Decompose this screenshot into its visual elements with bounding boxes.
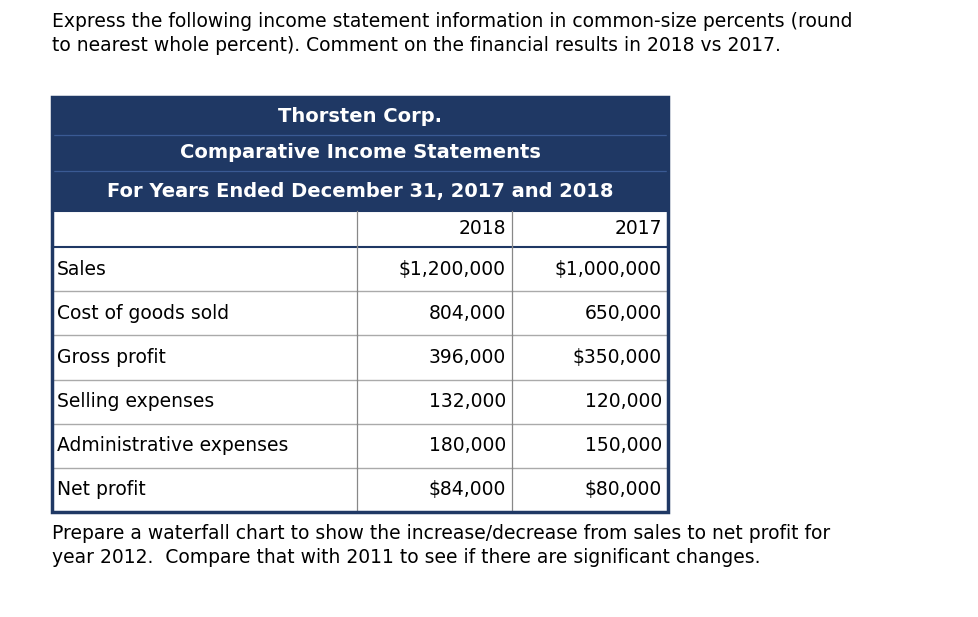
Bar [52,135,667,171]
Text: Cost of goods sold: Cost of goods sold [57,304,229,323]
Text: Express the following income statement information in common-size percents (roun: Express the following income statement i… [52,12,852,31]
Text: Administrative expenses: Administrative expenses [57,436,289,455]
Text: Net profit: Net profit [57,481,146,499]
Text: Sales: Sales [57,260,107,279]
Bar [52,171,667,211]
Text: $84,000: $84,000 [428,481,506,499]
Text: 2018: 2018 [458,220,506,239]
Text: Thorsten Corp.: Thorsten Corp. [278,107,441,125]
Text: Comparative Income Statements: Comparative Income Statements [179,144,540,162]
Text: 120,000: 120,000 [584,392,661,411]
Text: $80,000: $80,000 [584,481,661,499]
Text: 804,000: 804,000 [428,304,506,323]
Text: to nearest whole percent). Comment on the financial results in 2018 vs 2017.: to nearest whole percent). Comment on th… [52,36,780,55]
Text: Prepare a waterfall chart to show the increase/decrease from sales to net profit: Prepare a waterfall chart to show the in… [52,524,829,543]
Text: $1,000,000: $1,000,000 [555,260,661,279]
Text: 150,000: 150,000 [584,436,661,455]
Text: 180,000: 180,000 [428,436,506,455]
Text: 396,000: 396,000 [428,348,506,367]
Text: 132,000: 132,000 [428,392,506,411]
Text: 2017: 2017 [614,220,661,239]
Text: $1,200,000: $1,200,000 [399,260,506,279]
Text: year 2012.  Compare that with 2011 to see if there are significant changes.: year 2012. Compare that with 2011 to see… [52,548,760,567]
Text: 650,000: 650,000 [584,304,661,323]
Text: $350,000: $350,000 [572,348,661,367]
Text: Gross profit: Gross profit [57,348,165,367]
Text: Selling expenses: Selling expenses [57,392,214,411]
Text: For Years Ended December 31, 2017 and 2018: For Years Ended December 31, 2017 and 20… [107,181,612,201]
Bar [52,97,667,512]
Bar [52,97,667,135]
